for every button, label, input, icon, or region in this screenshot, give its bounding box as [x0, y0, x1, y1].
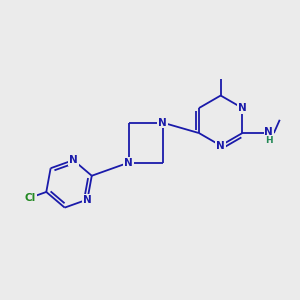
Text: N: N — [216, 141, 225, 151]
Text: N: N — [69, 155, 78, 165]
Text: N: N — [124, 158, 133, 168]
Text: N: N — [238, 103, 247, 113]
Text: Cl: Cl — [25, 193, 36, 202]
Text: N: N — [158, 118, 167, 128]
Text: N: N — [265, 127, 273, 136]
Text: H: H — [265, 136, 273, 145]
Text: N: N — [83, 194, 92, 205]
